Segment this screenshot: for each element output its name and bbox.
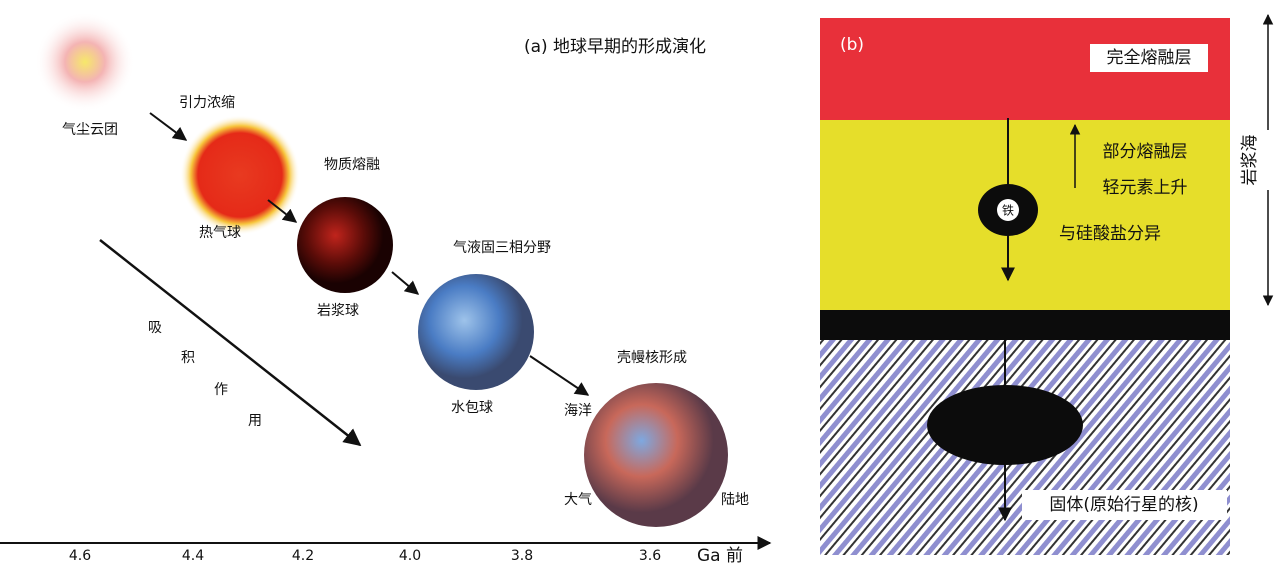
accretion-char: 积: [181, 350, 195, 366]
iron-circle: [997, 199, 1019, 221]
iron-label: 铁: [1002, 204, 1014, 218]
layer-label: 完全熔融层: [1107, 48, 1192, 68]
arrow: [391, 271, 420, 295]
layer-label: 轻元素上升: [1103, 178, 1188, 198]
label-box: [1022, 490, 1227, 520]
axis-tick-label: 4.6: [69, 548, 91, 564]
panel-title: (a) 地球早期的形成演化: [524, 37, 706, 57]
dust-cloud: [35, 12, 135, 112]
accretion-char: 吸: [148, 320, 162, 336]
stage-label: 热气球: [199, 225, 241, 241]
hot-ball: [180, 115, 300, 235]
earth-label: 海洋: [564, 403, 592, 419]
axis-tick-label: 3.8: [511, 548, 533, 564]
boundary: [820, 310, 1230, 340]
water-ball: [418, 274, 534, 390]
axis-tick-label: 4.0: [399, 548, 421, 564]
layer-label: 部分熔融层: [1103, 142, 1188, 162]
accretion-char: 用: [248, 413, 262, 429]
stage-label: 水包球: [451, 400, 493, 416]
iron-pool: [927, 385, 1083, 465]
panel-label: (b): [840, 35, 864, 55]
earth-label: 陆地: [721, 492, 749, 508]
axis-tick-label: 4.4: [182, 548, 204, 564]
process-label: 物质熔融: [324, 157, 380, 173]
label-box: [1090, 44, 1208, 72]
stage-label: 岩浆球: [317, 303, 359, 319]
arrow: [149, 112, 188, 141]
arrow: [267, 199, 298, 223]
axis-tick-label: 3.6: [639, 548, 661, 564]
axis-tick-label: 4.2: [292, 548, 314, 564]
stage-label: 气尘云团: [62, 122, 118, 138]
accretion-arrow: [99, 239, 362, 447]
process-label: 引力浓缩: [179, 95, 235, 111]
axis-ticks: 4.6 4.4 4.2 4.0 3.8 3.6: [69, 548, 661, 564]
process-label: 气液固三相分野: [453, 240, 551, 256]
process-label: 壳幔核形成: [617, 349, 687, 366]
magma-ocean-label: 岩浆海: [1240, 135, 1260, 186]
arrow: [529, 355, 590, 396]
axis-unit: Ga 前: [697, 546, 743, 566]
accretion-char: 作: [214, 382, 228, 398]
differentiation-label: 与硅酸盐分异: [1059, 224, 1161, 244]
earth-label: 大气: [564, 492, 592, 508]
earth-ball: [584, 383, 728, 527]
label-bg: [1258, 130, 1278, 190]
core-label: 固体(原始行星的核): [1049, 495, 1198, 515]
magma-ball: [297, 197, 393, 293]
